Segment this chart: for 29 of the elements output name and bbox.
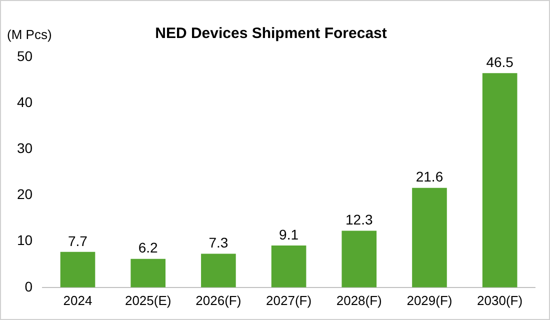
- y-tick-label: 30: [16, 140, 33, 156]
- chart-title: NED Devices Shipment Forecast: [155, 25, 387, 42]
- bar: [342, 230, 377, 288]
- x-tick-label: 2024: [63, 292, 92, 308]
- bar: [271, 245, 306, 288]
- bar: [130, 258, 166, 288]
- y-tick-label: 10: [16, 232, 33, 248]
- y-tick-label: 20: [16, 186, 33, 202]
- data-label: 6.2: [138, 240, 158, 256]
- bar: [412, 188, 447, 288]
- bar: [482, 73, 518, 288]
- x-tick-label: 2028(F): [336, 292, 382, 308]
- x-tick-label: 2029(F): [406, 292, 452, 308]
- data-label: 21.6: [416, 168, 444, 185]
- bar: [60, 252, 96, 288]
- x-tick-label: 2026(F): [196, 292, 242, 308]
- y-tick-label: 50: [16, 48, 33, 64]
- data-label: 12.3: [346, 212, 373, 228]
- x-tick-label: 2025(E): [124, 292, 172, 308]
- bar: [201, 254, 236, 288]
- data-label: 9.1: [279, 226, 299, 242]
- y-tick-label: 40: [16, 94, 33, 110]
- data-label: 46.5: [486, 54, 514, 70]
- data-label: 7.7: [68, 232, 88, 249]
- y-axis-title: (M Pcs): [7, 27, 52, 42]
- y-tick-label: 0: [24, 278, 33, 294]
- x-tick-label: 2030(F): [477, 292, 523, 308]
- x-tick-label: 2027(F): [266, 292, 312, 308]
- data-label: 7.3: [208, 234, 228, 251]
